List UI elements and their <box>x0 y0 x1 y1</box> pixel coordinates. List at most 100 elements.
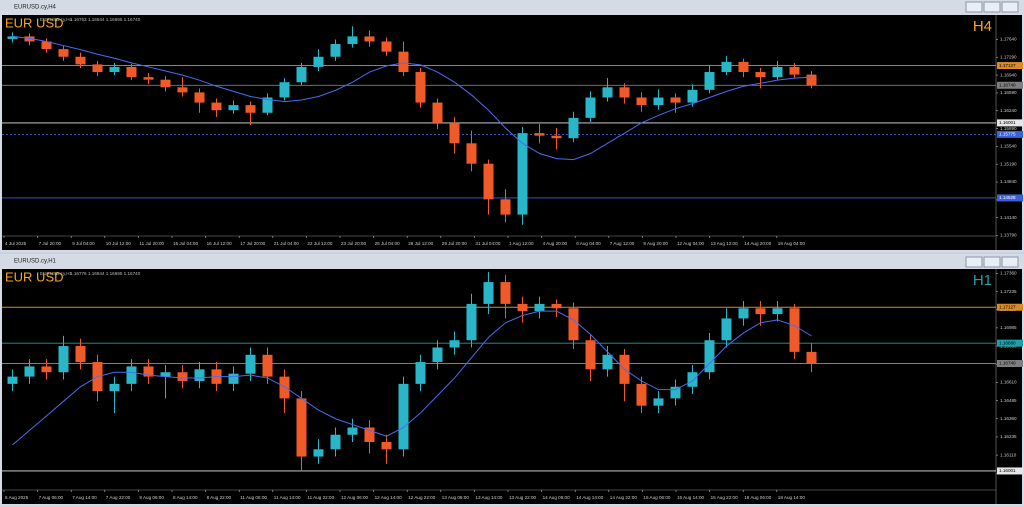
candle-body <box>177 87 188 93</box>
y-tick-label: 1.16610 <box>1000 380 1017 385</box>
y-tick-label: 1.16240 <box>1000 108 1017 113</box>
close-button[interactable] <box>1001 1 1019 13</box>
candle-body <box>109 383 120 392</box>
x-tick-label: 6 Aug 04:00 <box>576 241 601 246</box>
candle-body <box>568 117 579 139</box>
x-tick-label: 28 Jul 12:00 <box>408 241 433 246</box>
x-tick-label: 11 Aug 06:00 <box>240 495 267 500</box>
candle-body <box>687 89 698 103</box>
candle-body <box>194 369 205 381</box>
timeframe-label: H1 <box>973 272 992 289</box>
minimize-button[interactable] <box>965 256 983 268</box>
candle-body <box>41 41 52 50</box>
x-tick-label: 31 Jul 04:00 <box>475 241 500 246</box>
maximize-button[interactable] <box>983 1 1001 13</box>
price-level-label: 1.14528 <box>999 195 1016 200</box>
minimize-button[interactable] <box>965 1 983 13</box>
symbol-label: EUR USD <box>5 269 64 284</box>
chart-window: EURUSD.cy,H4 1.17640 1.17290 1.16940 1.16590… <box>0 0 1024 252</box>
price-level-tag <box>997 360 1023 368</box>
candle-body <box>398 383 409 450</box>
candle-body <box>296 398 307 457</box>
x-tick-label: 1 Aug 12:00 <box>509 241 534 246</box>
candle-body <box>789 308 800 352</box>
candle-body <box>415 72 426 103</box>
candle-body <box>58 49 69 57</box>
y-tick-label: 1.17290 <box>1000 54 1017 59</box>
y-tick-label: 1.14140 <box>1000 215 1017 220</box>
price-level-label: 1.16880 <box>999 340 1016 345</box>
candle-body <box>347 36 358 45</box>
x-tick-label: 7 Aug 12:00 <box>610 241 635 246</box>
x-tick-label: 21 Jul 04:00 <box>274 241 299 246</box>
candle-body <box>568 308 579 341</box>
candle-body <box>24 36 35 42</box>
candle-body <box>160 79 171 88</box>
candle-body <box>7 376 18 384</box>
chart-info-prices: 1.16776 1.16844 1.16695 1.16740 <box>70 271 141 276</box>
candle-body <box>551 135 562 139</box>
y-tick-label: 1.16590 <box>1000 90 1017 95</box>
plot-area <box>2 269 1022 504</box>
x-tick-label: 14 Aug 14:00 <box>576 495 604 500</box>
candle-body <box>126 366 137 384</box>
x-tick-label: 16 Jul 12:00 <box>207 241 232 246</box>
x-tick-label: 15 Aug 14:00 <box>677 495 705 500</box>
close-button[interactable] <box>1001 256 1019 268</box>
moving-average <box>12 310 812 446</box>
candle-body <box>364 36 375 42</box>
candle-body <box>228 105 239 111</box>
x-tick-label: 8 Aug 14:00 <box>173 495 198 500</box>
candle-body <box>177 372 188 381</box>
plot-area <box>2 15 1022 250</box>
candle-body <box>143 77 154 80</box>
timeframe-label: H4 <box>973 18 992 35</box>
candle-body <box>806 351 817 364</box>
x-tick-label: 14 Aug 22:00 <box>610 495 638 500</box>
moving-average <box>12 35 812 161</box>
candle-body <box>466 303 477 341</box>
x-tick-label: 22 Jul 12:00 <box>307 241 332 246</box>
maximize-button[interactable] <box>983 256 1001 268</box>
price-level-label: 1.16001 <box>999 468 1016 473</box>
candle-body <box>721 61 732 73</box>
x-tick-label: 29 Jul 20:00 <box>442 241 467 246</box>
candle-body <box>313 449 324 457</box>
price-level-label: 1.16740 <box>999 82 1016 87</box>
candle-body <box>58 346 69 373</box>
y-tick-label: 1.15890 <box>1000 126 1017 131</box>
y-tick-label: 1.16940 <box>1000 72 1017 77</box>
candle-body <box>92 64 103 73</box>
x-tick-label: 7 Jul 20:00 <box>39 241 62 246</box>
candle-body <box>534 133 545 136</box>
y-tick-label: 1.14840 <box>1000 179 1017 184</box>
candle-body <box>704 72 715 90</box>
candle-body <box>602 354 613 370</box>
window-title: EURUSD.cy,H4 <box>14 5 57 11</box>
candle-body <box>755 72 766 78</box>
candle-body <box>313 56 324 67</box>
candle-body <box>109 66 120 73</box>
candle-body <box>755 308 766 315</box>
y-tick-label: 1.16110 <box>1000 452 1017 457</box>
candle-body <box>194 92 205 103</box>
x-tick-label: 4 Jul 2025 <box>5 241 27 246</box>
candle-body <box>75 346 86 363</box>
candle-body <box>347 427 358 435</box>
candle-body <box>585 97 596 118</box>
candle-body <box>75 56 86 65</box>
x-tick-label: 23 Jul 20:00 <box>341 241 366 246</box>
candle-body <box>619 87 630 98</box>
window-buttons-bottom <box>965 256 1019 268</box>
candle-body <box>7 36 18 39</box>
candle-body <box>636 383 647 406</box>
candle-body <box>636 97 647 106</box>
candle-body <box>602 87 613 98</box>
x-tick-label: 12 Aug 06:00 <box>341 495 369 500</box>
candle-body <box>500 282 511 304</box>
x-tick-label: 10 Jul 12:00 <box>106 241 131 246</box>
x-tick-label: 18 Aug 06:00 <box>744 495 772 500</box>
candle-body <box>245 354 256 374</box>
price-level-tag <box>997 194 1023 202</box>
